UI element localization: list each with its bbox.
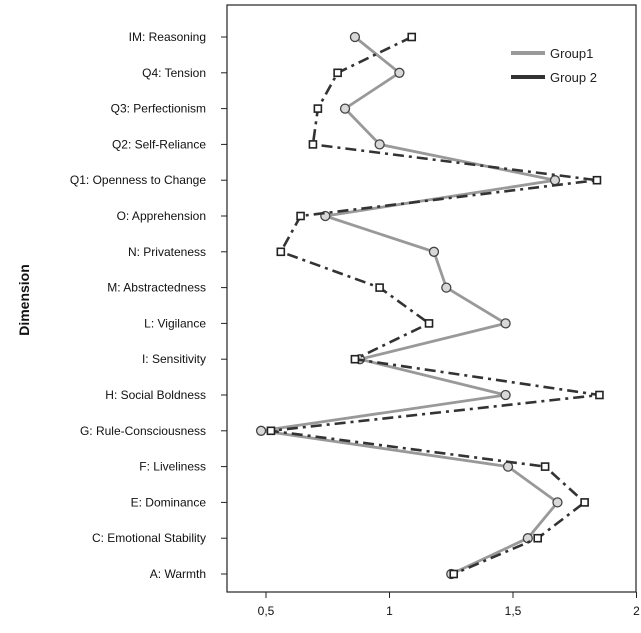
data-point (394, 67, 405, 78)
y-tick-label: Q3: Perfectionism (111, 102, 206, 116)
y-tick-label: C: Emotional Stability (92, 531, 206, 545)
data-point (266, 426, 276, 436)
data-point (500, 389, 511, 401)
data-point (540, 462, 550, 471)
series-2 (266, 32, 604, 579)
data-point (549, 175, 561, 186)
axes: IM: Reasoning Q4: Tension Q3: Perfectionis… (70, 4, 640, 618)
x-tick-label: 2 (633, 604, 640, 618)
y-tick-label: E: Dominance (131, 495, 207, 509)
y-tick-label: H: Social Boldness (105, 388, 206, 402)
data-point (313, 104, 323, 113)
legend-label: Group 2 (550, 70, 597, 85)
legend: Group1 Group 2 (511, 46, 597, 85)
data-point (308, 140, 318, 149)
y-tick-label: G: Rule-Consciousness (80, 424, 206, 438)
y-tick-label: F: Liveliness (139, 460, 206, 474)
data-point (533, 533, 543, 543)
data-point (428, 246, 440, 257)
data-point (424, 319, 434, 328)
y-tick-label: Q4: Tension (142, 66, 206, 80)
data-point (441, 282, 452, 293)
data-point (350, 354, 360, 364)
data-point (255, 425, 267, 436)
data-point (374, 139, 385, 150)
y-tick-label: L: Vigilance (144, 316, 206, 330)
y-tick-label: I: Sensitivity (142, 352, 206, 366)
data-point (333, 68, 342, 78)
series-line (260, 35, 560, 576)
y-tick-label: A: Warmth (150, 567, 206, 581)
data-point (339, 103, 351, 114)
y-tick-label: IM: Reasoning (129, 30, 206, 44)
x-tick-label: 1 (386, 604, 393, 618)
data-point (276, 247, 286, 257)
y-tick-label: M: Abstractedness (107, 281, 206, 295)
y-axis-title: Dimension (16, 264, 32, 336)
y-tick-label: N: Privateness (128, 245, 206, 259)
legend-label: Group1 (550, 46, 593, 61)
data-point (592, 175, 602, 185)
data-point (449, 569, 459, 579)
data-point (296, 211, 305, 221)
y-tick-label: Q1: Openness to Change (70, 173, 206, 187)
y-tick-label: O: Apprehension (117, 209, 206, 223)
data-point (580, 498, 589, 507)
x-tick-label: 1,5 (505, 604, 522, 618)
series-layer (255, 31, 604, 580)
data-point (595, 390, 604, 400)
data-point (500, 318, 511, 329)
plot-frame (226, 4, 637, 593)
data-point (407, 32, 417, 42)
data-point (349, 31, 361, 43)
series-line (270, 35, 600, 576)
x-tick-label: 0,5 (258, 604, 275, 618)
data-point (375, 283, 384, 292)
y-tick-label: Q2: Self-Reliance (112, 137, 206, 151)
data-point (552, 497, 563, 508)
